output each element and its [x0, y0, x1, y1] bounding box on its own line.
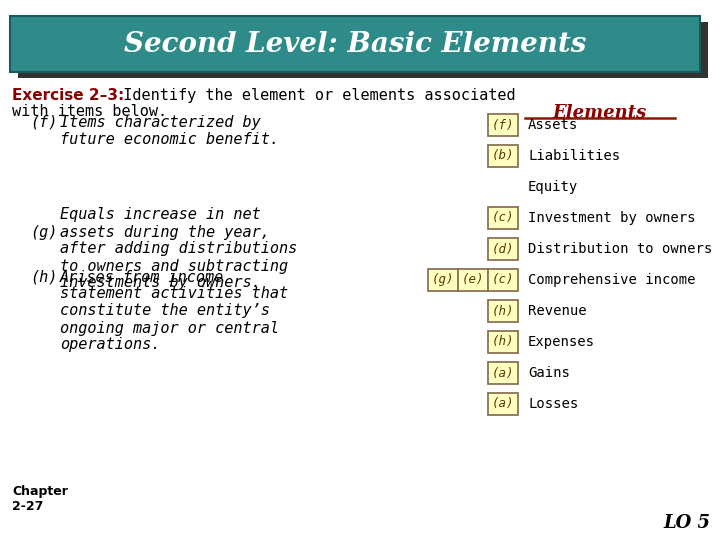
Text: operations.: operations. [60, 338, 161, 353]
Text: (h): (h) [492, 335, 514, 348]
Text: Losses: Losses [528, 397, 578, 411]
Text: Equity: Equity [528, 180, 578, 194]
Text: (c): (c) [492, 212, 514, 225]
Bar [488, 300, 518, 322]
Bar [10, 16, 700, 72]
Text: Chapter
2-27: Chapter 2-27 [12, 485, 68, 513]
Text: LO 5: LO 5 [663, 514, 710, 532]
Text: Identify the element or elements associated: Identify the element or elements associa… [105, 88, 516, 103]
Bar [488, 362, 518, 384]
Text: Equals increase in net: Equals increase in net [60, 207, 261, 222]
Text: future economic benefit.: future economic benefit. [60, 132, 279, 146]
Bar [458, 269, 488, 291]
Text: (h): (h) [492, 305, 514, 318]
Text: (b): (b) [492, 150, 514, 163]
Text: after adding distributions: after adding distributions [60, 241, 297, 256]
Text: Distribution to owners: Distribution to owners [528, 242, 712, 256]
Bar [488, 114, 518, 136]
Text: constitute the entity’s: constitute the entity’s [60, 303, 270, 319]
Text: assets during the year,: assets during the year, [60, 225, 270, 240]
Text: to owners and subtracting: to owners and subtracting [60, 259, 288, 273]
Text: statement activities that: statement activities that [60, 287, 288, 301]
Text: Investment by owners: Investment by owners [528, 211, 696, 225]
Text: (h): (h) [30, 269, 58, 285]
Text: investments by owners.: investments by owners. [60, 275, 261, 291]
Text: Comprehensive income: Comprehensive income [528, 273, 696, 287]
Text: Assets: Assets [528, 118, 578, 132]
Text: (e): (e) [462, 273, 485, 287]
Text: Second Level: Basic Elements: Second Level: Basic Elements [124, 30, 586, 57]
Text: with items below.: with items below. [12, 104, 167, 119]
Text: Elements: Elements [553, 104, 647, 122]
Text: Revenue: Revenue [528, 304, 587, 318]
Text: (f): (f) [30, 114, 58, 130]
Bar [488, 393, 518, 415]
Text: (g): (g) [30, 225, 58, 240]
Bar [488, 145, 518, 167]
Text: Arises from income: Arises from income [60, 269, 224, 285]
Bar [488, 331, 518, 353]
Text: (a): (a) [492, 397, 514, 410]
Text: (f): (f) [492, 118, 514, 132]
Text: Exercise 2–3:: Exercise 2–3: [12, 88, 125, 103]
Text: Expenses: Expenses [528, 335, 595, 349]
Bar [18, 22, 708, 78]
Text: Gains: Gains [528, 366, 570, 380]
Text: (a): (a) [492, 367, 514, 380]
Text: (g): (g) [432, 273, 454, 287]
Text: (d): (d) [492, 242, 514, 255]
Bar [488, 269, 518, 291]
Bar [488, 238, 518, 260]
Text: Liabilities: Liabilities [528, 149, 620, 163]
Text: ongoing major or central: ongoing major or central [60, 321, 279, 335]
Bar [428, 269, 458, 291]
Text: (c): (c) [492, 273, 514, 287]
Bar [488, 207, 518, 229]
Text: Items characterized by: Items characterized by [60, 114, 261, 130]
